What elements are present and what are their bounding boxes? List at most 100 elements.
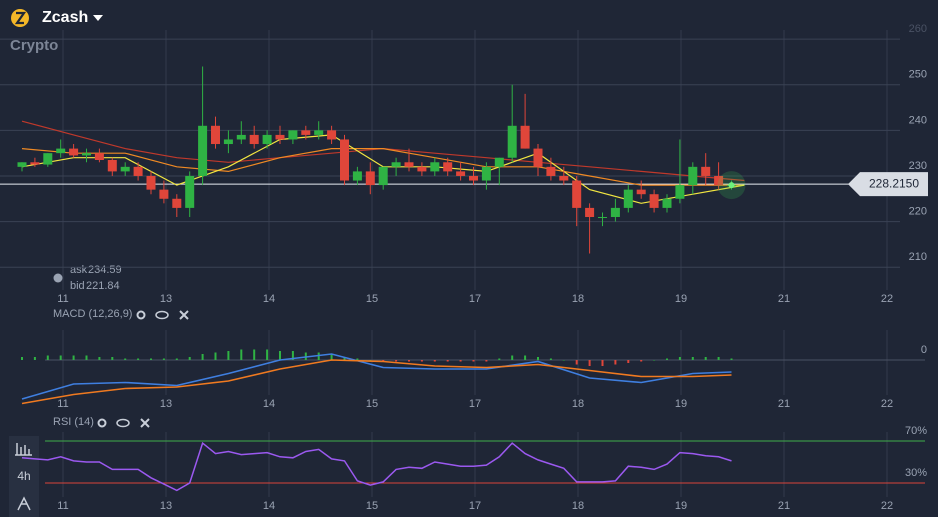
candle-body bbox=[520, 125, 530, 149]
x-tick-label: 21 bbox=[778, 293, 790, 305]
settings-icon[interactable] bbox=[136, 310, 146, 320]
candle-body bbox=[30, 162, 40, 165]
x-tick-label: 13 bbox=[160, 293, 172, 305]
macd-histogram-bar bbox=[214, 352, 217, 360]
candle-body bbox=[211, 125, 220, 145]
dropdown-caret[interactable] bbox=[93, 15, 103, 21]
x-tick-label: 11 bbox=[57, 293, 68, 305]
candle-body bbox=[172, 198, 182, 208]
macd-histogram-bar bbox=[137, 358, 140, 360]
macd-histogram-bar bbox=[343, 357, 346, 360]
candle-body bbox=[585, 207, 595, 218]
y-tick-label: 220 bbox=[909, 205, 927, 217]
macd-histogram-bar bbox=[59, 355, 62, 360]
candle-body bbox=[365, 171, 375, 186]
chart-type-icon[interactable] bbox=[15, 443, 32, 456]
x-tick-label: 11 bbox=[57, 398, 68, 410]
macd-controls[interactable] bbox=[136, 310, 189, 320]
ask-label: ask bbox=[70, 264, 88, 276]
x-tick-label: 14 bbox=[263, 293, 275, 305]
x-tick-label: 18 bbox=[572, 293, 584, 305]
moving-average-line bbox=[21, 148, 745, 186]
candle-body bbox=[391, 162, 401, 167]
candle-body bbox=[43, 153, 53, 165]
rsi-title: RSI (14) bbox=[53, 416, 94, 428]
candle-body bbox=[598, 217, 607, 219]
macd-histogram-bar bbox=[717, 357, 720, 360]
drawing-tool-icon[interactable] bbox=[17, 496, 31, 511]
current-price-tag bbox=[848, 172, 928, 197]
macd-histogram-bar bbox=[459, 360, 462, 362]
candle-body bbox=[262, 134, 272, 145]
macd-histogram-bar bbox=[369, 360, 372, 361]
remove-icon[interactable] bbox=[179, 310, 189, 320]
remove-icon[interactable] bbox=[140, 418, 150, 428]
candle-body bbox=[146, 175, 156, 190]
macd-histogram-bar bbox=[150, 358, 152, 360]
macd-histogram-bar bbox=[562, 360, 565, 361]
candle-body bbox=[340, 139, 349, 181]
coin-glyph bbox=[14, 11, 27, 25]
y-tick-label: 0 bbox=[921, 344, 927, 356]
macd-histogram-bar bbox=[653, 360, 656, 361]
macd-histogram-bar bbox=[356, 358, 359, 360]
macd-histogram-bar bbox=[678, 357, 681, 360]
candle-body bbox=[559, 175, 569, 181]
candle-body bbox=[185, 175, 195, 208]
macd-histogram-bar bbox=[614, 360, 617, 365]
candle-body bbox=[417, 166, 427, 172]
macd-histogram-bar bbox=[498, 358, 501, 360]
macd-histogram-bar bbox=[691, 357, 694, 360]
ask-value: 234.59 bbox=[88, 264, 122, 276]
macd-histogram-bar bbox=[730, 358, 733, 360]
symbol-selector[interactable]: Zcash bbox=[11, 9, 103, 27]
x-tick-label: 13 bbox=[160, 398, 172, 410]
asset-class: Crypto bbox=[10, 37, 58, 54]
candle-body bbox=[572, 180, 582, 208]
macd-histogram-bar bbox=[704, 357, 707, 360]
macd-histogram-bar bbox=[33, 357, 36, 360]
macd-histogram-bar bbox=[588, 360, 591, 366]
macd-histogram-bar bbox=[46, 355, 49, 360]
y-tick-label: 230 bbox=[909, 160, 927, 172]
candle-body bbox=[120, 166, 130, 172]
last-price-dot bbox=[728, 182, 735, 189]
y-tick-label: 70% bbox=[905, 425, 927, 437]
macd-histogram-bar bbox=[640, 360, 643, 362]
rsi-line bbox=[21, 441, 732, 492]
visibility-icon[interactable] bbox=[155, 310, 169, 320]
macd-histogram-bar bbox=[188, 357, 191, 360]
x-tick-label: 17 bbox=[469, 293, 481, 305]
rsi-controls[interactable] bbox=[97, 418, 150, 428]
candle-body bbox=[236, 134, 246, 140]
bid-label: bid bbox=[70, 280, 85, 292]
symbol-name[interactable]: Zcash bbox=[42, 9, 88, 26]
x-tick-label: 19 bbox=[675, 500, 687, 512]
x-tick-label: 21 bbox=[778, 500, 790, 512]
x-tick-label: 19 bbox=[675, 398, 687, 410]
candle-body bbox=[404, 162, 414, 167]
x-tick-label: 13 bbox=[160, 500, 172, 512]
candle-body bbox=[714, 175, 724, 186]
x-tick-label: 17 bbox=[469, 398, 481, 410]
candle-body bbox=[456, 171, 466, 176]
settings-icon[interactable] bbox=[97, 418, 107, 428]
candle-body bbox=[159, 189, 169, 199]
candle-body bbox=[56, 148, 66, 154]
macd-histogram-bar bbox=[601, 360, 604, 366]
candle-body bbox=[301, 130, 311, 135]
candle-body bbox=[507, 125, 517, 158]
macd-histogram-bar bbox=[240, 349, 243, 360]
macd-histogram-bar bbox=[511, 355, 514, 360]
macd-histogram-bar bbox=[575, 360, 578, 365]
visibility-icon[interactable] bbox=[116, 418, 130, 428]
candle-body bbox=[636, 189, 646, 195]
macd-histogram-bar bbox=[408, 360, 410, 362]
interval-button[interactable]: 4h bbox=[17, 469, 30, 483]
macd-histogram-bar bbox=[330, 354, 333, 360]
macd-histogram-bar bbox=[291, 351, 294, 360]
quote-info-icon[interactable] bbox=[53, 273, 63, 283]
candle-body bbox=[533, 148, 543, 167]
